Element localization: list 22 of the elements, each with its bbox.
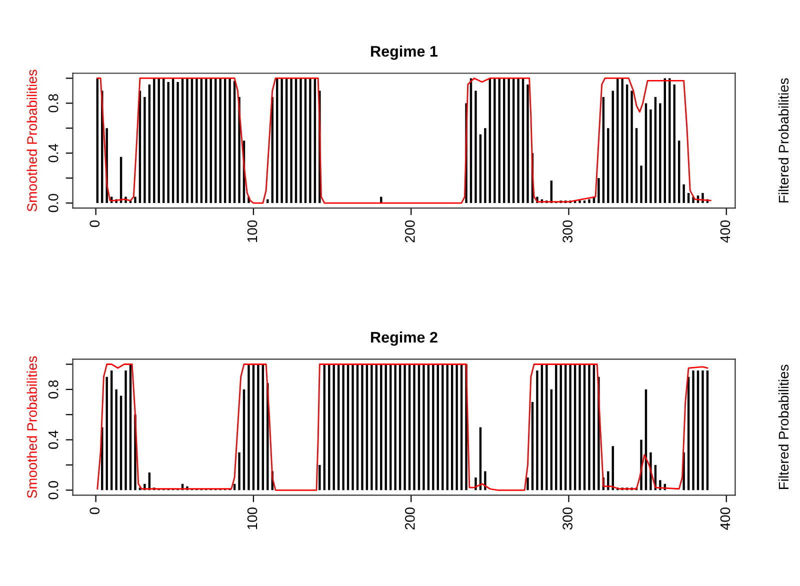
y2-axis-title: Filtered Probabilities (778, 78, 789, 202)
x-tick-label: 300 (562, 220, 572, 242)
y-tick-label: 0.0 (48, 481, 58, 500)
y-axis-title: Smoothed Probabilities (26, 356, 37, 498)
x-tick-label: 0 (90, 508, 100, 514)
y-axis-title: Smoothed Probabilities (26, 70, 37, 212)
y-tick-label: 0.0 (48, 194, 58, 212)
x-tick-label: 100 (247, 220, 258, 242)
y-tick-label: 0.4 (48, 144, 58, 162)
x-tick-label: 100 (247, 508, 258, 530)
chart-title: Regime 1 (371, 46, 438, 60)
x-tick-label: 300 (562, 508, 572, 530)
x-tick-label: 200 (404, 508, 415, 530)
x-tick-label: 200 (404, 220, 415, 242)
x-tick-label: 0 (90, 220, 100, 228)
x-tick-label: 400 (720, 220, 730, 243)
y-tick-label: 0.8 (48, 94, 58, 112)
chart-title: Regime 2 (371, 331, 438, 346)
y2-axis-title: Filtered Probabilities (778, 364, 789, 489)
x-tick-label: 400 (720, 508, 730, 530)
y-tick-label: 0.4 (48, 430, 58, 449)
y-tick-label: 0.8 (48, 380, 58, 399)
